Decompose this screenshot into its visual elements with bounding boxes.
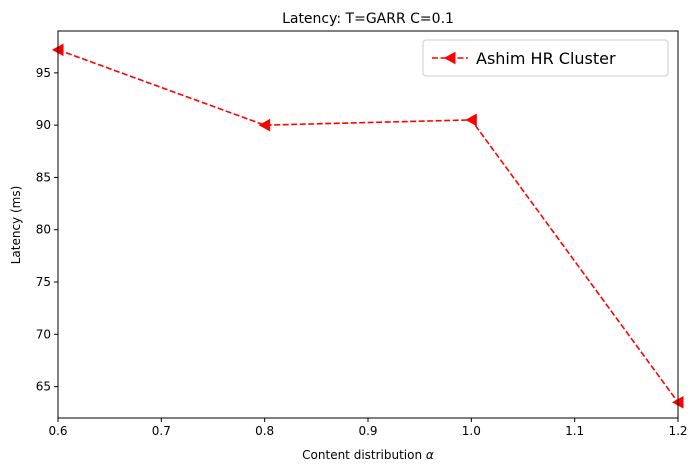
x-tick-label: 0.9	[358, 424, 377, 438]
y-tick-label: 90	[36, 118, 51, 132]
data-point	[465, 113, 477, 127]
legend-marker	[443, 51, 456, 65]
y-tick-label: 95	[36, 66, 51, 80]
plot-background	[58, 31, 678, 418]
y-tick-label: 65	[36, 380, 51, 394]
x-tick-label: 1.1	[565, 424, 584, 438]
x-axis-label: Content distribution α	[302, 448, 434, 462]
x-tick-label: 0.7	[152, 424, 171, 438]
y-axis: 65 70 75 80 85 90 95	[36, 66, 58, 394]
legend: Ashim HR Cluster	[422, 39, 669, 77]
legend-box	[422, 39, 669, 77]
y-axis-label: Latency (ms)	[9, 186, 23, 265]
y-tick-label: 70	[36, 327, 51, 341]
x-tick-label: 1.0	[462, 424, 481, 438]
x-axis: 0.6 0.7 0.8 0.9 1.0 1.1 1.2	[48, 418, 688, 438]
y-tick-label: 75	[36, 275, 51, 289]
x-axis-label-text: Content distribution	[302, 448, 422, 462]
chart-title: Latency: T=GARR C=0.1	[282, 11, 454, 27]
data-point	[258, 118, 271, 132]
series-line	[57, 49, 679, 403]
x-tick-label: 1.2	[668, 424, 687, 438]
plot-area	[51, 30, 684, 419]
x-tick-label: 0.6	[48, 424, 67, 438]
y-tick-label: 85	[36, 170, 51, 184]
y-tick-label: 80	[36, 223, 51, 237]
x-axis-label-symbol: α	[426, 448, 434, 462]
legend-label: Ashim HR Cluster	[476, 49, 616, 68]
x-tick-label: 0.8	[255, 424, 274, 438]
